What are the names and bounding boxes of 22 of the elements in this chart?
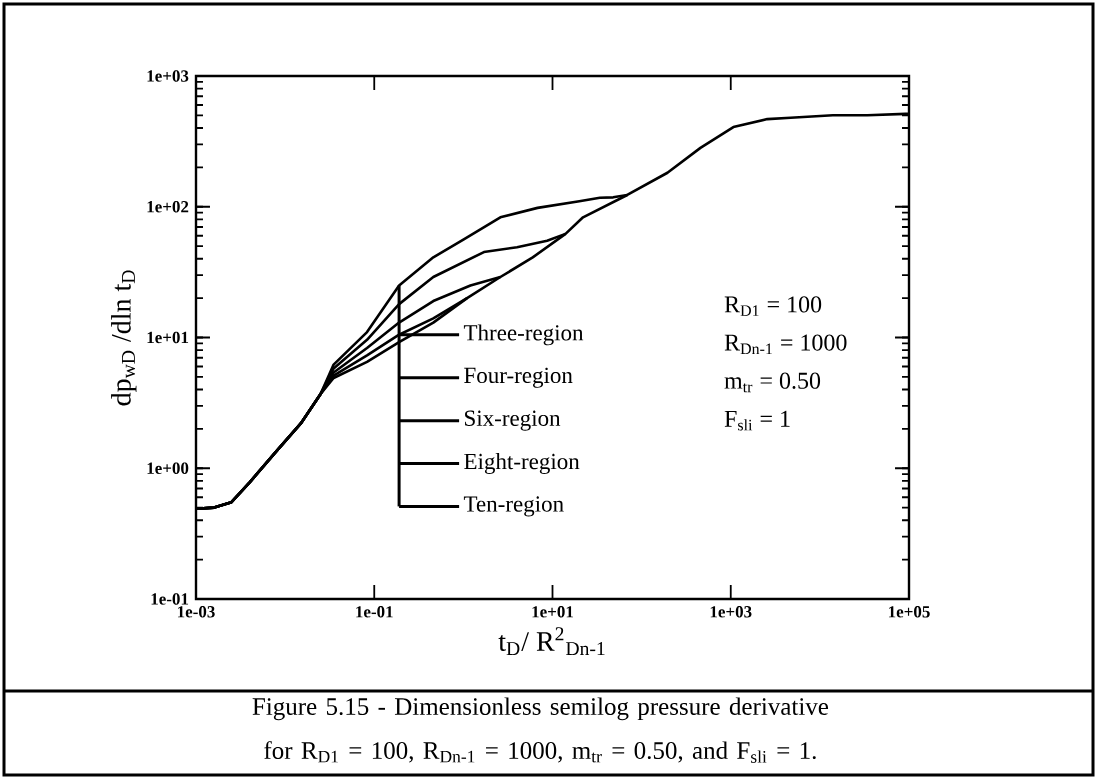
annotation: Eight-region [464, 453, 580, 474]
x-tick-label: 1e+05 [888, 606, 930, 618]
x-axis-title: t$_{D}$/ R$^{2}$Dn-1 [498, 627, 605, 656]
x-tick-label: 1e+01 [532, 606, 573, 618]
y-tick-label: 1e+00 [147, 462, 189, 474]
x-tick-label: 1e-03 [178, 606, 215, 618]
y-tick-label: 1e+03 [147, 70, 189, 82]
annotation: R$_{Dn-1}$ = 1000 [724, 334, 847, 355]
y-tick-label: 1e-01 [151, 593, 189, 605]
annotation: Ten-region [463, 496, 564, 517]
annotation: Three-region [463, 324, 584, 346]
annotation: F$_{sli}$ = 1 [724, 410, 790, 431]
annotation: R$_{D1}$ = 100 [724, 296, 822, 316]
y-axis-title: dp$_{wD}$ /dln t$_{D}$ [111, 270, 137, 406]
annotation: Six-region [465, 410, 561, 431]
y-tick-label: 1e+01 [147, 331, 189, 344]
x-tick-label: 1e-01 [356, 606, 393, 618]
text: Figure 5.15 - Dimensionless semilog pressure derivative for R$_{D1}$ = 100, R$_{Dn-1}$ = 1000, m$_{tr}$ = 0.50, and F$_{sli}$ = 1. [252, 697, 829, 763]
x-tick-label: 1e+03 [710, 606, 752, 618]
y-tick-label: 1e+02 [147, 201, 189, 213]
annotation: Four-region [464, 367, 573, 388]
annotation: m$_{tr}$ = 0.50 [724, 372, 821, 393]
